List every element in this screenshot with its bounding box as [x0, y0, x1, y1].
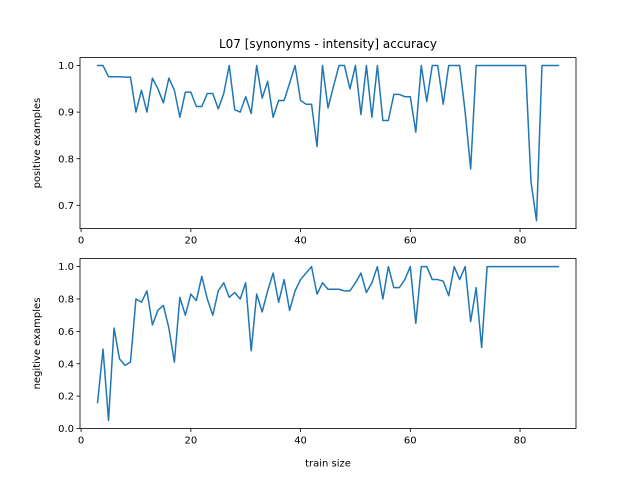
bottom-series-line-0	[96, 265, 560, 422]
bottom-axes-frame	[79, 258, 577, 429]
top-y-tick-label-1: 0.8	[58, 154, 74, 165]
bottom-y-tick-label-2: 0.4	[58, 359, 74, 370]
top-x-tick-label-3: 60	[404, 236, 417, 247]
bottom-x-tick-label-3: 60	[404, 436, 417, 447]
bottom-x-axis-label: train size	[305, 459, 351, 470]
bottom-y-tick-label-5: 1.0	[58, 262, 74, 273]
top-x-tick-label-0: 0	[78, 236, 84, 247]
top-y-axis-label: positive examples	[32, 98, 43, 189]
bottom-chart: 0 20 40 60 80 0.0 0.2 0.4 0.6 0.8 1.0 negitive exam…	[32, 258, 577, 470]
bottom-y-tick-label-3: 0.6	[58, 327, 74, 338]
bottom-x-tick-label-0: 0	[78, 436, 84, 447]
top-x-tick-label-1: 20	[184, 236, 197, 247]
bottom-y-tick-label-4: 0.8	[58, 295, 74, 306]
top-y-tick-label-0: 0.7	[58, 201, 74, 212]
bottom-x-tick-label-1: 20	[184, 436, 197, 447]
bottom-x-tick-label-2: 40	[294, 436, 307, 447]
top-y-tick-label-2: 0.9	[58, 108, 74, 119]
top-axes-frame	[79, 57, 577, 229]
bottom-y-tick-label-0: 0.0	[58, 424, 74, 435]
top-y-tick-label-3: 1.0	[58, 61, 74, 72]
chart-title: L07 [synonyms - intensity] accuracy	[219, 37, 437, 51]
top-x-tick-label-4: 80	[514, 236, 527, 247]
top-chart: 0 20 40 60 80 0.7 0.8 0.9 1.0 positive examples	[32, 57, 577, 247]
bottom-y-tick-label-1: 0.2	[58, 392, 74, 403]
bottom-x-tick-label-4: 80	[514, 436, 527, 447]
bottom-y-axis-label: negitive examples	[32, 298, 43, 390]
top-series-line-0	[96, 64, 560, 222]
top-x-tick-label-2: 40	[294, 236, 307, 247]
